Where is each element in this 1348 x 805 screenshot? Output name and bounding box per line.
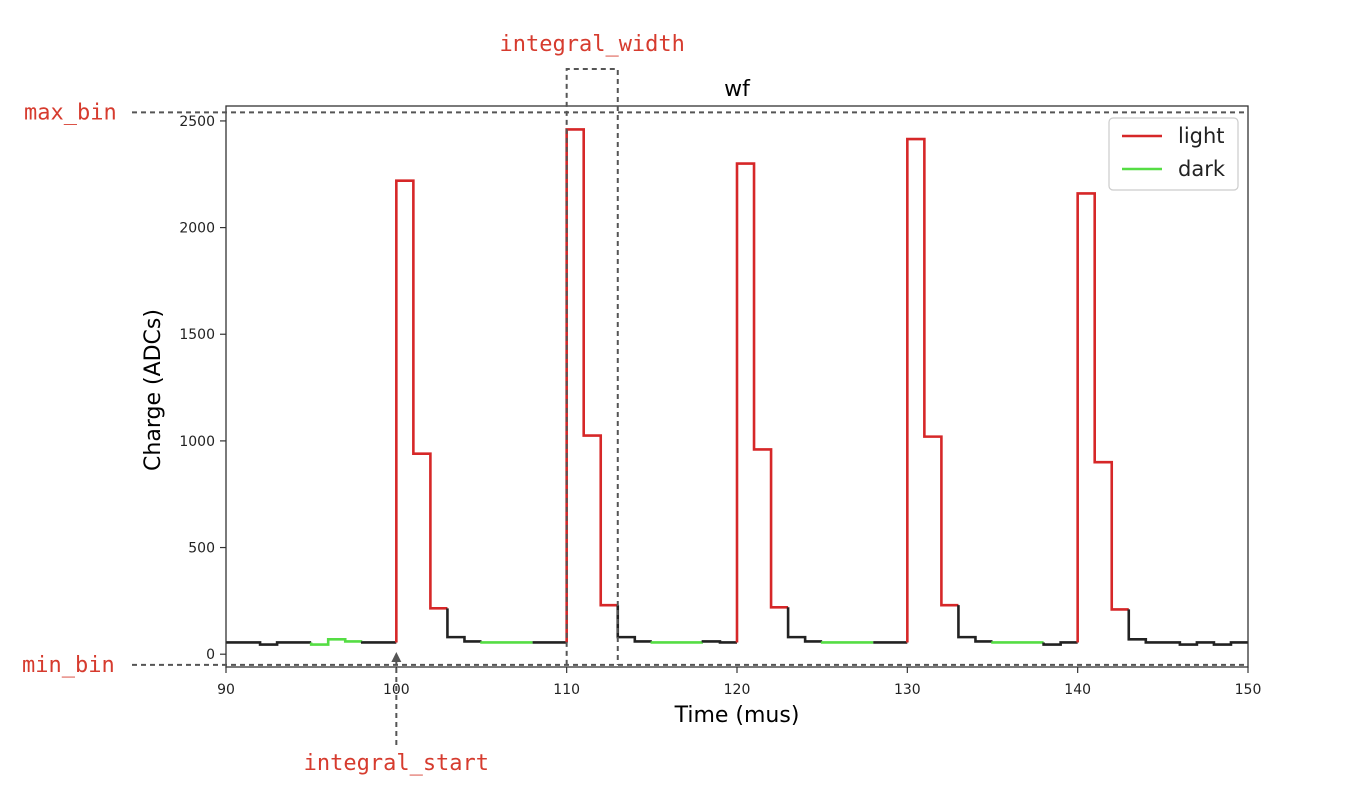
dark-segment xyxy=(309,637,363,646)
max-bin-label: max_bin xyxy=(24,100,117,125)
integral-start-arrowhead xyxy=(391,652,402,662)
baseline-segment xyxy=(446,608,482,643)
x-tick-label: 120 xyxy=(724,682,751,698)
x-tick-label: 90 xyxy=(217,682,235,698)
dark-segment xyxy=(650,641,703,644)
dark-segment xyxy=(480,641,533,644)
x-axis-label: Time (mus) xyxy=(674,703,800,728)
baseline-segment xyxy=(360,641,397,644)
y-tick-label: 1500 xyxy=(179,327,215,343)
x-tick-label: 150 xyxy=(1235,682,1262,698)
x-tick-label: 110 xyxy=(553,682,580,698)
legend-label-dark: dark xyxy=(1178,157,1226,181)
baseline-segment xyxy=(226,641,312,646)
integral-start-label: integral_start xyxy=(304,751,489,776)
dark-segment xyxy=(820,641,874,644)
y-tick-label: 0 xyxy=(206,647,215,663)
y-tick-label: 2500 xyxy=(179,114,215,130)
integral-width-box xyxy=(565,68,619,665)
legend-label-light: light xyxy=(1178,124,1225,148)
y-tick-label: 2000 xyxy=(179,221,215,237)
x-tick-label: 130 xyxy=(894,682,921,698)
light-segment xyxy=(1076,192,1129,643)
y-tick-label: 1000 xyxy=(179,434,215,450)
dark-segment xyxy=(991,641,1044,644)
baseline-segment xyxy=(957,605,993,643)
y-tick-label: 500 xyxy=(188,541,215,557)
baseline-segment xyxy=(616,605,652,643)
light-segment xyxy=(395,179,448,643)
min-bin-label: min_bin xyxy=(22,653,115,678)
x-tick-label: 140 xyxy=(1064,682,1091,698)
chart-title: wf xyxy=(724,77,751,102)
light-segment xyxy=(906,137,959,643)
baseline-segment xyxy=(786,607,823,643)
light-segment xyxy=(565,128,618,643)
integral-width-label: integral_width xyxy=(499,32,684,57)
baseline-segment xyxy=(1127,609,1248,646)
y-axis-label: Charge (ADCs) xyxy=(141,309,166,471)
light-segment xyxy=(735,162,789,643)
baseline-segment xyxy=(701,640,737,644)
baseline-segment xyxy=(1042,641,1078,646)
